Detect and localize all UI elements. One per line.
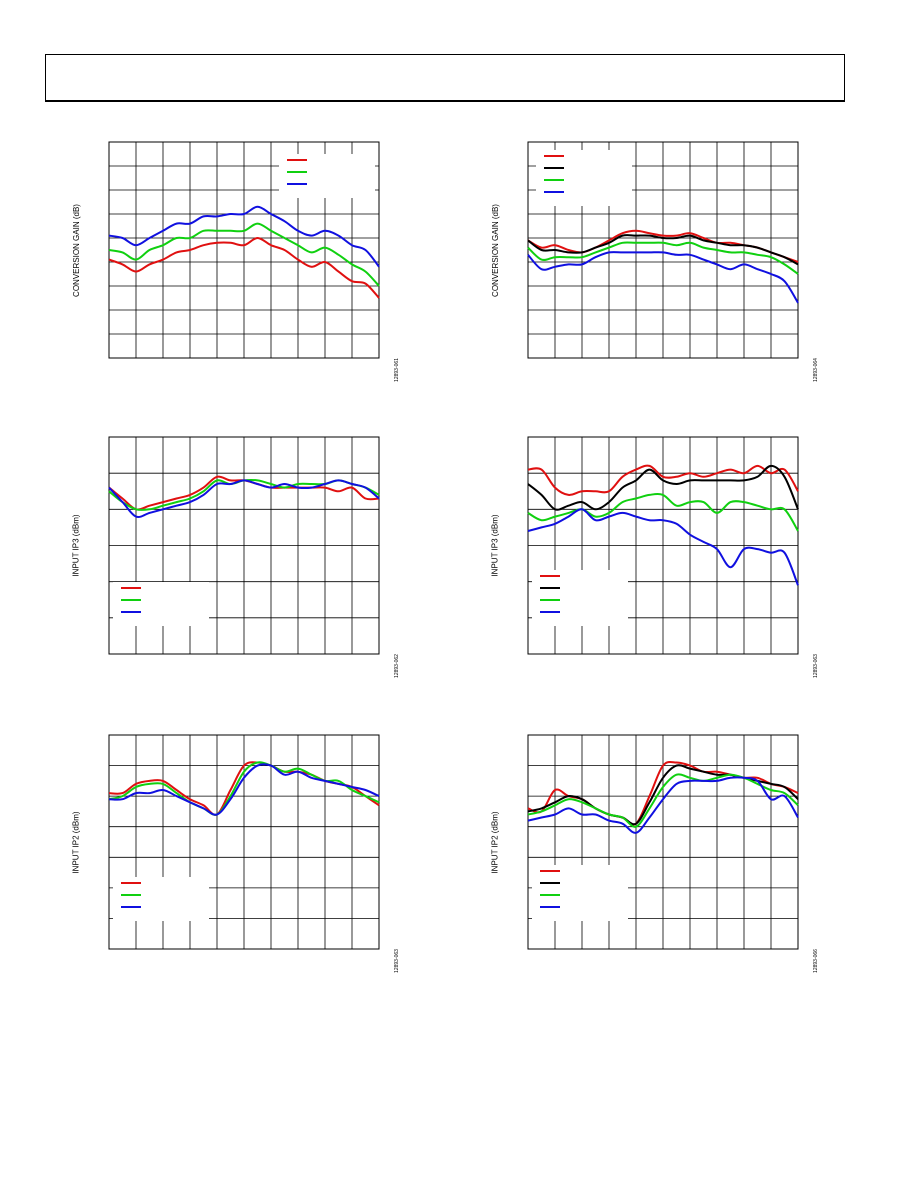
series-line-3 xyxy=(527,773,799,828)
chart-svg xyxy=(108,141,380,359)
y-axis-label: CONVERSION GAIN (dB) xyxy=(71,203,81,297)
series-line-3 xyxy=(527,241,799,275)
figure-id: 12893-063 xyxy=(812,654,819,678)
page-header-box xyxy=(45,54,845,102)
legend-box xyxy=(532,570,628,626)
series-line-1 xyxy=(527,464,799,496)
chart-svg xyxy=(527,141,799,359)
plot-area xyxy=(108,734,380,950)
plot-area xyxy=(527,436,799,655)
figure-id: 12893-061 xyxy=(393,358,400,382)
plot-frame xyxy=(108,734,380,950)
y-axis-label: INPUT IP2 (dBm) xyxy=(71,810,81,874)
plot-frame xyxy=(527,436,799,655)
plot-frame xyxy=(108,436,380,655)
plot-frame xyxy=(527,141,799,359)
series-line-4 xyxy=(527,776,799,834)
series-line-2 xyxy=(527,764,799,826)
plot-area xyxy=(527,734,799,950)
y-axis-label: INPUT IP2 (dBm) xyxy=(490,810,500,874)
series-line-3 xyxy=(527,492,799,532)
series-line-3 xyxy=(108,479,380,519)
figure-id: 12893-064 xyxy=(812,358,819,382)
plot-area xyxy=(108,141,380,359)
series-line-3 xyxy=(108,205,380,268)
series-line-4 xyxy=(527,251,799,304)
y-axis-label: CONVERSION GAIN (dB) xyxy=(490,203,500,297)
figure-id: 12893-066 xyxy=(812,949,819,973)
chart-svg xyxy=(108,734,380,950)
legend-box xyxy=(113,582,209,626)
series-line-4 xyxy=(527,508,799,586)
series-line-2 xyxy=(527,464,799,511)
legend-box xyxy=(279,154,375,198)
series-line-2 xyxy=(108,222,380,287)
legend xyxy=(113,582,209,626)
y-axis-label: INPUT IP3 (dBm) xyxy=(490,514,500,577)
y-axis-label: INPUT IP3 (dBm) xyxy=(71,514,81,577)
legend-box xyxy=(532,865,628,921)
chart-svg xyxy=(108,436,380,655)
series-line-1 xyxy=(108,237,380,299)
figure-id: 12893-063 xyxy=(393,949,400,973)
legend-box xyxy=(113,877,209,921)
legend xyxy=(532,865,628,921)
legend xyxy=(536,150,632,206)
figure-id: 12893-062 xyxy=(393,654,400,678)
plot-area xyxy=(527,141,799,359)
legend xyxy=(532,570,628,626)
chart-svg xyxy=(527,734,799,950)
legend-box xyxy=(536,150,632,206)
chart-svg xyxy=(527,436,799,655)
series-line-3 xyxy=(108,763,380,816)
legend xyxy=(113,877,209,921)
plot-frame xyxy=(527,734,799,950)
series-line-2 xyxy=(108,761,380,816)
legend xyxy=(279,154,375,198)
plot-area xyxy=(108,436,380,655)
series-line-2 xyxy=(527,234,799,266)
